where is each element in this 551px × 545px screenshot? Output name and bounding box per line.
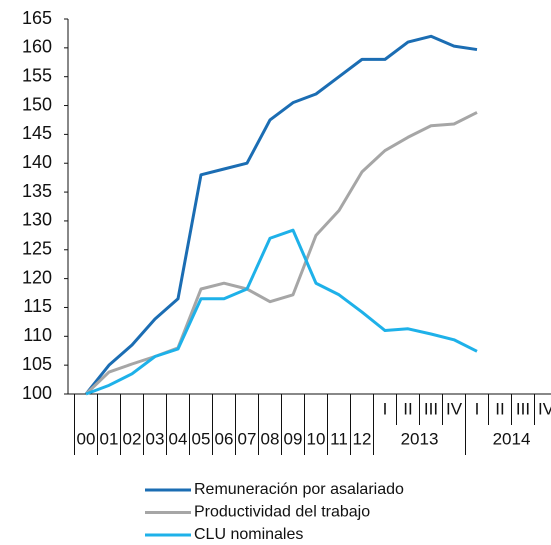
x-tick-label: 01 [100, 429, 119, 448]
y-tick-label: 120 [22, 267, 52, 287]
y-tick-label: 105 [22, 354, 52, 374]
series-line [84, 111, 478, 396]
y-tick-label: 150 [22, 94, 52, 114]
legend-label: CLU nominales [194, 526, 303, 543]
group-label: 2013 [401, 429, 439, 448]
x-tick-label: 11 [330, 429, 348, 448]
x-tick-label: 02 [123, 429, 142, 448]
y-tick-label: 130 [22, 210, 52, 230]
y-tick-label: 100 [22, 383, 52, 403]
x-tick-label: 06 [215, 429, 234, 448]
y-tick-label: 165 [22, 8, 52, 28]
x-tick-label: IV [446, 399, 463, 418]
legend-label: Productividad del trabajo [194, 504, 370, 521]
y-tick-label: 145 [22, 123, 52, 143]
y-tick-label: 110 [23, 325, 52, 345]
series-line [85, 228, 478, 396]
x-tick-label: 04 [169, 429, 188, 448]
x-tick-label: 00 [77, 429, 96, 448]
x-tick-label: 03 [146, 429, 165, 448]
x-tick-label: IV [538, 399, 551, 418]
y-tick-label: 140 [22, 152, 52, 172]
y-tick-label: 135 [22, 181, 52, 201]
y-tick-label: 155 [22, 65, 52, 85]
y-tick-label: 160 [22, 37, 52, 57]
x-tick-label: I [475, 399, 480, 418]
x-tick-label: II [403, 399, 412, 418]
x-tick-label: I [383, 399, 388, 418]
y-tick-label: 125 [22, 239, 52, 259]
x-tick-label: 12 [353, 429, 372, 448]
group-label: 2014 [493, 429, 531, 448]
x-tick-label: 08 [261, 429, 280, 448]
x-tick-label: 07 [238, 429, 257, 448]
x-tick-label: II [495, 399, 504, 418]
x-tick-label: 05 [192, 429, 211, 448]
legend-label: Remuneración por asalariado [194, 481, 404, 498]
x-tick-label: III [424, 399, 438, 418]
series-line [84, 34, 478, 395]
x-tick-label: 09 [284, 429, 303, 448]
x-tick-label: III [516, 399, 530, 418]
y-tick-label: 115 [23, 296, 52, 316]
x-tick-label: 10 [307, 429, 326, 448]
